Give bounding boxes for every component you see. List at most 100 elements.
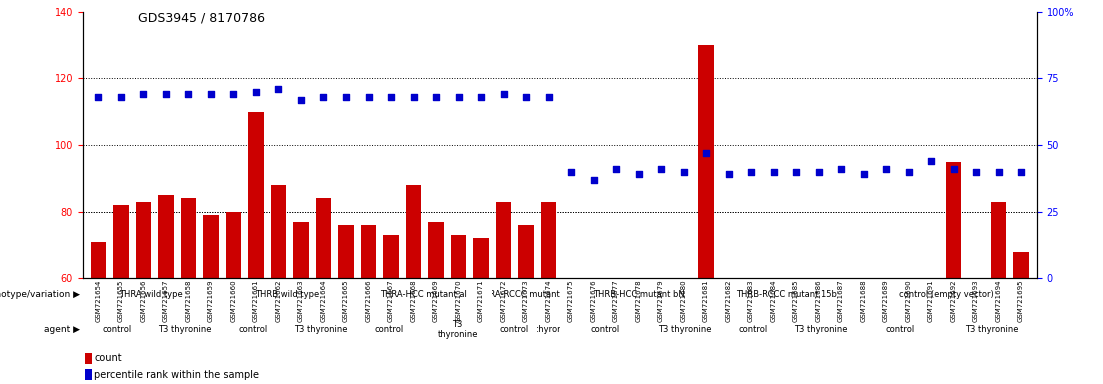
Point (113, 94, 130, 100)
Point (269, 86, 287, 92)
Bar (406, 185, 421, 384)
Point (855, 171, 872, 177)
Bar (540, 202, 556, 384)
Bar (789, 325, 804, 384)
Text: THRB wild type: THRB wild type (255, 290, 319, 299)
Bar (451, 235, 467, 384)
Point (247, 88, 265, 94)
Point (833, 166, 850, 172)
Text: control: control (375, 325, 404, 334)
Point (427, 94, 445, 100)
Point (517, 94, 535, 100)
Point (764, 169, 782, 175)
Text: control: control (590, 325, 620, 334)
Point (945, 166, 963, 172)
Bar (811, 348, 826, 384)
Point (405, 94, 422, 100)
Bar (720, 352, 737, 384)
Text: T3 thyronine: T3 thyronine (658, 325, 711, 334)
Bar (586, 379, 601, 384)
Bar (518, 225, 534, 384)
Bar (495, 202, 512, 384)
Text: percentile rank within the sample: percentile rank within the sample (94, 370, 259, 380)
Point (450, 94, 468, 100)
Text: control: control (738, 325, 768, 334)
Bar (85, 353, 92, 364)
Text: control: control (238, 325, 268, 334)
Point (563, 169, 580, 175)
Bar (833, 305, 849, 384)
Text: control: control (886, 325, 915, 334)
Bar (315, 198, 331, 384)
Text: T3 thyronine: T3 thyronine (794, 325, 848, 334)
Point (967, 169, 985, 175)
Text: control: control (103, 325, 131, 334)
Bar (990, 202, 1006, 384)
Point (788, 169, 805, 175)
Bar (136, 202, 151, 384)
Text: THRB-HCC mutant bN: THRB-HCC mutant bN (593, 290, 685, 299)
Bar (158, 195, 174, 384)
Text: control (empty vector): control (empty vector) (899, 290, 994, 299)
Point (539, 94, 557, 100)
Bar (203, 215, 218, 384)
Point (1013, 169, 1030, 175)
Bar (878, 382, 893, 384)
Bar (428, 222, 443, 384)
Point (922, 158, 940, 164)
Text: T3 thyronine: T3 thyronine (522, 325, 575, 334)
Point (314, 94, 332, 100)
Point (157, 91, 174, 97)
Text: T3 thyronine: T3 thyronine (158, 325, 212, 334)
Text: count: count (94, 353, 122, 364)
Bar (181, 198, 196, 384)
Bar (248, 112, 264, 384)
Point (494, 91, 512, 97)
Text: T3 thyronine: T3 thyronine (965, 325, 1018, 334)
Point (472, 94, 490, 100)
Text: control: control (500, 325, 529, 334)
Point (360, 94, 377, 100)
Bar (339, 225, 354, 384)
Point (225, 91, 243, 97)
Bar (653, 379, 668, 384)
Bar (698, 45, 714, 384)
Bar (85, 369, 92, 380)
Point (338, 94, 355, 100)
Point (585, 177, 602, 183)
Bar (743, 345, 759, 384)
Text: THRA wild type: THRA wild type (119, 290, 183, 299)
Text: THRA-HCC mutant al: THRA-HCC mutant al (381, 290, 467, 299)
Bar (631, 312, 646, 384)
Point (810, 169, 827, 175)
Text: THRB-RCCC mutant 15b: THRB-RCCC mutant 15b (737, 290, 837, 299)
Point (382, 94, 399, 100)
Bar (473, 238, 489, 384)
Text: T3
thyronine: T3 thyronine (437, 319, 478, 339)
Point (877, 166, 895, 172)
Point (630, 171, 647, 177)
Point (989, 169, 1007, 175)
Point (900, 169, 918, 175)
Text: THRA-RCCC mutant 6a: THRA-RCCC mutant 6a (479, 290, 574, 299)
Point (675, 169, 693, 175)
Bar (90, 242, 106, 384)
Point (697, 150, 715, 156)
Point (742, 169, 760, 175)
Point (202, 91, 219, 97)
Text: GDS3945 / 8170786: GDS3945 / 8170786 (138, 12, 265, 25)
Bar (114, 205, 129, 384)
Point (652, 166, 670, 172)
Text: T3 thyronine: T3 thyronine (295, 325, 349, 334)
Point (180, 91, 197, 97)
Point (89, 94, 107, 100)
Point (608, 166, 625, 172)
Bar (564, 295, 579, 384)
Point (135, 91, 152, 97)
Bar (226, 212, 242, 384)
Text: agent ▶: agent ▶ (44, 325, 81, 334)
Bar (923, 295, 939, 384)
Bar (361, 225, 376, 384)
Text: genotype/variation ▶: genotype/variation ▶ (0, 290, 81, 299)
Bar (945, 162, 962, 384)
